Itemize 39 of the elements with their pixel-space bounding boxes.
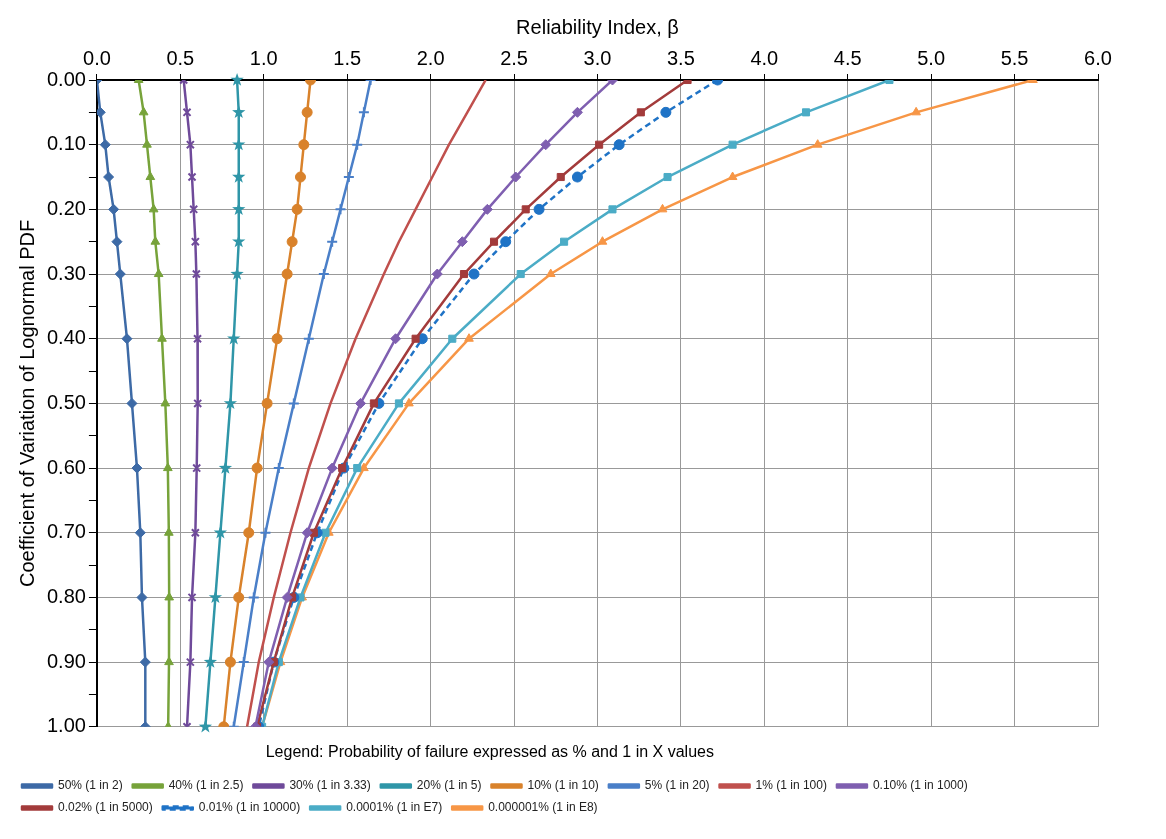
y-tick-label: 0.60 — [46, 455, 86, 478]
y-tick-label: 0.00 — [46, 67, 86, 90]
x-tick-label: 3.0 — [583, 46, 612, 69]
x-axis-title: Reliability Index, β — [516, 15, 679, 38]
x-tick-label: 2.0 — [416, 46, 445, 69]
legend-title: Legend: Probability of failure expressed as % and 1 in X values — [265, 743, 714, 761]
y-axis-title: Coefficient of Variation of Lognormal PDF — [15, 219, 38, 588]
legend-label: 30% (1 in 3.33) — [289, 778, 371, 793]
x-tick-label: 4.0 — [750, 46, 779, 69]
y-tick-label: 0.20 — [46, 196, 86, 219]
y-tick-label: 0.80 — [46, 584, 86, 607]
x-tick-label: 0.5 — [166, 46, 195, 69]
x-tick-label: 1.5 — [333, 46, 362, 69]
legend-label: 40% (1 in 2.5) — [168, 778, 244, 793]
x-tick-label: 5.0 — [917, 46, 946, 69]
y-tick-label: 0.90 — [46, 649, 86, 672]
legend-label: 0.02% (1 in 5000) — [58, 800, 153, 815]
x-tick-label: 4.5 — [833, 46, 862, 69]
y-tick-label: 0.70 — [46, 520, 86, 543]
y-tick-label: 0.40 — [46, 326, 86, 349]
y-tick-label: 0.50 — [46, 390, 86, 413]
x-tick-label: 1.0 — [249, 46, 278, 69]
y-tick-label: 0.10 — [46, 132, 86, 155]
x-tick-label: 3.5 — [666, 46, 695, 69]
legend-label: 20% (1 in 5) — [416, 778, 482, 793]
legend-label: 0.0001% (1 in E7) — [346, 800, 443, 815]
legend-label: 0.10% (1 in 1000) — [872, 778, 968, 793]
legend-label: 10% (1 in 10) — [527, 778, 599, 793]
y-tick-label: 0.30 — [46, 261, 86, 284]
x-tick-label: 2.5 — [500, 46, 528, 69]
legend-label: 50% (1 in 2) — [58, 778, 123, 793]
legend-label: 5% (1 in 20) — [644, 778, 710, 793]
legend-label: 0.01% (1 in 10000) — [198, 800, 301, 815]
legend-label: 1% (1 in 100) — [755, 778, 827, 793]
legend-label: 0.000001% (1 in E8) — [488, 800, 598, 815]
x-tick-label: 5.5 — [1000, 46, 1029, 69]
y-tick-label: 1.00 — [46, 714, 86, 737]
x-tick-label: 6.0 — [1084, 46, 1112, 69]
x-tick-label: 0.0 — [83, 46, 111, 69]
